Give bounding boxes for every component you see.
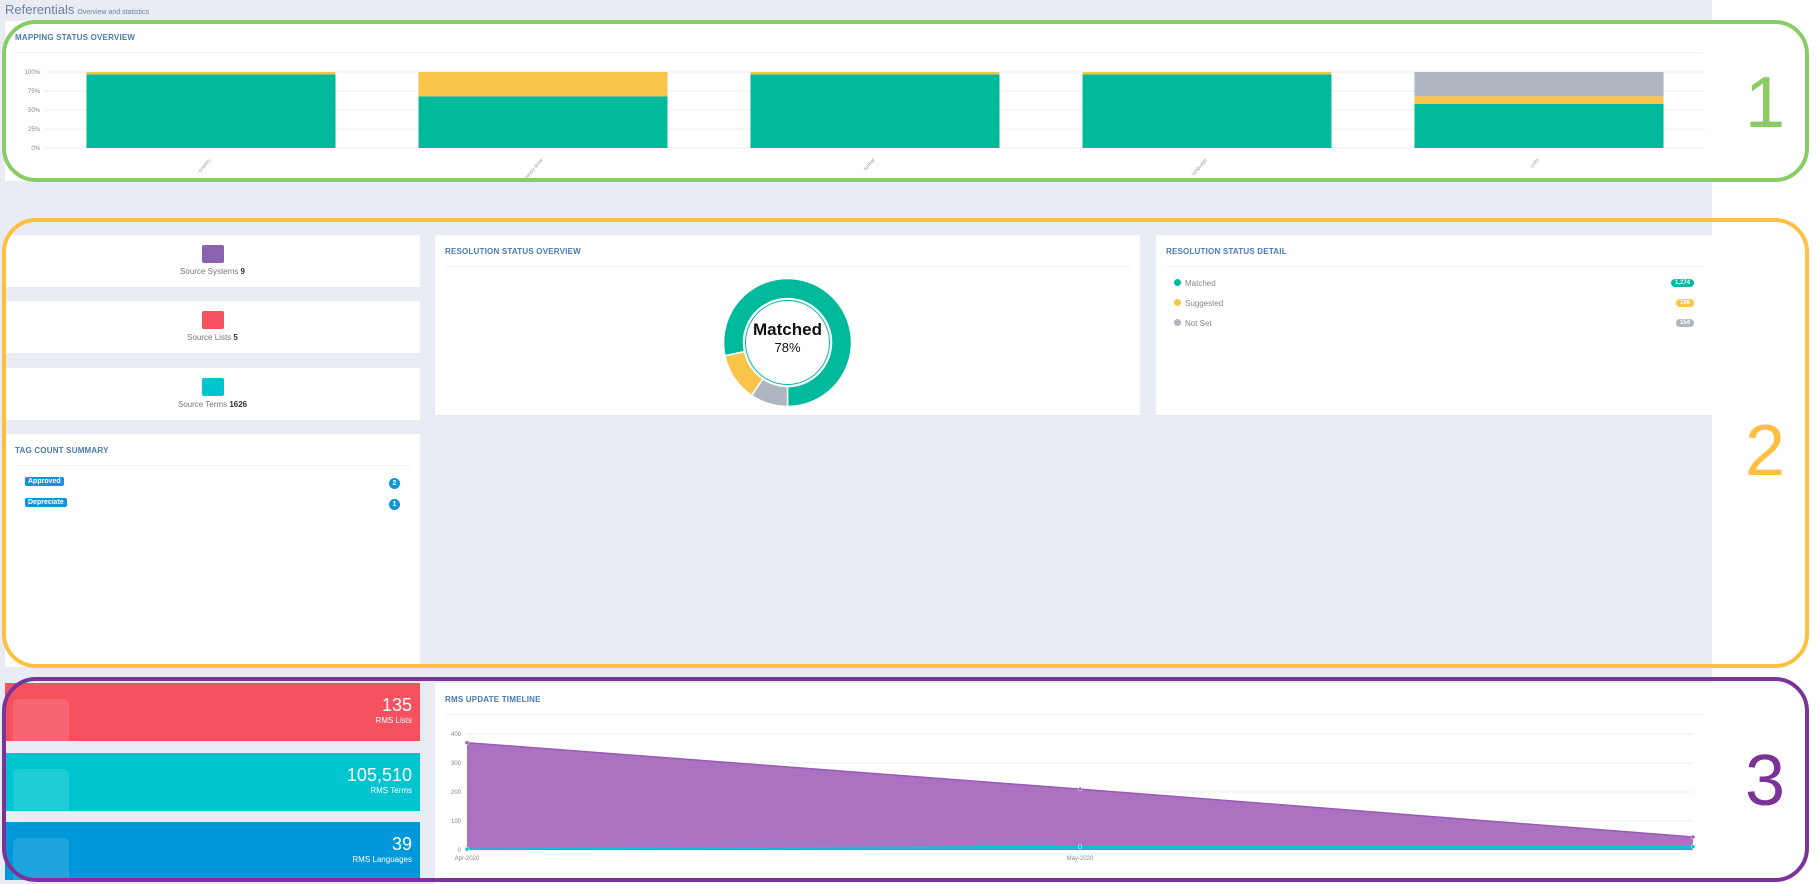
stat-card: Source Systems 9 <box>5 235 420 287</box>
card-title: RMS UPDATE TIMELINE <box>445 695 541 704</box>
annotation-number-2: 2 <box>1745 411 1786 491</box>
y-tick-label: 300 <box>451 761 462 767</box>
y-tick-label: 0 <box>458 848 462 854</box>
data-point <box>464 740 470 745</box>
data-point <box>1077 844 1083 849</box>
card-title: MAPPING STATUS OVERVIEW <box>15 33 136 42</box>
tile-value: 39 <box>391 834 412 854</box>
page-subtitle: Overview and statistics <box>77 9 149 16</box>
annotation-box-2 <box>2 218 1809 668</box>
detail-row: Not Set 154 <box>1174 319 1694 328</box>
lightbulb-icon <box>1174 299 1181 306</box>
stat-label: Source Systems <box>180 267 239 276</box>
rms-timeline-chart: 0 100 200 300 400 Apr-2020 May-2020 <box>451 732 1696 862</box>
x-tick-label: units <box>1529 157 1541 169</box>
title-text: Referentials <box>5 2 75 17</box>
bar-segment <box>750 72 1000 75</box>
tag-label[interactable]: Approved <box>25 477 64 486</box>
bar-segment <box>1082 74 1332 148</box>
bar-segment <box>1414 72 1664 97</box>
tag-count: 2 <box>389 478 400 489</box>
y-tick-label: 200 <box>451 790 462 796</box>
donut-inner-ring <box>745 300 830 385</box>
detail-count-badge: 1,274 <box>1670 279 1694 287</box>
tile-value: 135 <box>381 695 412 715</box>
bar-segment <box>750 74 1000 148</box>
bar-segment <box>418 72 668 97</box>
detail-label: Not Set <box>1185 319 1212 328</box>
card-title: TAG COUNT SUMMARY <box>15 446 109 455</box>
tile-label: RMS Languages <box>352 855 412 864</box>
stat-card: Source Terms 1626 <box>5 368 420 420</box>
tag-count-card: TAG COUNT SUMMARY Approved 2 Depreciate … <box>5 434 420 667</box>
resolution-overview-card: RESOLUTION STATUS OVERVIEW Matched 78% <box>435 235 1140 415</box>
y-tick-label: 25% <box>28 127 41 133</box>
annotation-number-1: 1 <box>1745 63 1786 143</box>
annotation-box-3 <box>2 677 1809 882</box>
bar-segment <box>86 72 336 75</box>
industry-icon <box>201 378 224 396</box>
tile-label: RMS Lists <box>375 716 412 725</box>
annotation-number-3: 3 <box>1745 741 1786 821</box>
bar-segment <box>1414 96 1664 104</box>
card-title: RESOLUTION STATUS DETAIL <box>1166 247 1287 256</box>
bar-segment <box>1082 72 1332 75</box>
detail-label: Suggested <box>1185 299 1224 308</box>
y-tick-label: 50% <box>28 108 41 114</box>
mapping-status-card: MAPPING STATUS OVERVIEW 0% 25% 50% 75% 100% c… <box>5 21 1712 181</box>
stat-value: 9 <box>240 267 245 276</box>
stat-card: Source Lists 5 <box>5 301 420 353</box>
mapping-bar-chart: 0%25%50%75%100%country currency draw forma… <box>25 70 1705 181</box>
y-tick-label: 400 <box>451 732 462 738</box>
card-title: RESOLUTION STATUS OVERVIEW <box>445 247 581 256</box>
data-point <box>464 846 470 852</box>
tag-row: Depreciate 1 <box>25 498 400 510</box>
donut-center-label: Matched <box>753 320 822 339</box>
check-circle-icon <box>1174 279 1181 286</box>
bar-segment <box>418 96 668 148</box>
annotation-box-1 <box>2 20 1809 182</box>
stat-value: 1626 <box>229 400 248 409</box>
donut-slice <box>722 277 853 408</box>
resolution-donut-chart <box>722 277 853 408</box>
tag-label[interactable]: Depreciate <box>25 498 67 507</box>
rms-tile: 105,510 RMS Terms <box>5 753 420 811</box>
rms-tile: 135 RMS Lists <box>5 683 420 741</box>
y-tick-label: 100% <box>25 70 41 76</box>
data-point <box>1077 786 1083 792</box>
tile-value: 105,510 <box>346 765 412 785</box>
stat-label: Source Lists <box>187 333 232 342</box>
x-tick-label: Apr-2020 <box>455 856 480 862</box>
bar-segment <box>86 74 336 148</box>
resolution-detail-card: RESOLUTION STATUS DETAIL Matched 1,274 S… <box>1156 235 1712 415</box>
y-tick-label: 75% <box>28 89 41 95</box>
rms-tile: 39 RMS Languages <box>5 822 420 880</box>
rms-timeline-card: RMS UPDATE TIMELINE 0 100 200 300 400 Apr-202… <box>435 683 1712 884</box>
tag-row: Approved 2 <box>25 477 400 489</box>
laptop-icon <box>201 245 224 263</box>
layers-icon <box>13 769 69 811</box>
x-tick-label: May-2020 <box>1067 856 1094 862</box>
y-tick-label: 100 <box>451 819 462 825</box>
tile-label: RMS Terms <box>370 786 412 795</box>
detail-label: Matched <box>1185 279 1216 288</box>
data-point <box>1690 834 1696 840</box>
donut-center-value: 78% <box>774 340 801 355</box>
list-icon <box>201 311 224 329</box>
gear-icon <box>1174 319 1181 326</box>
detail-row: Matched 1,274 <box>1174 279 1694 288</box>
tag-count: 1 <box>389 499 400 510</box>
stat-label: Source Terms <box>177 400 228 409</box>
data-point <box>1690 844 1696 849</box>
detail-count-badge: 154 <box>1675 319 1694 327</box>
detail-count-badge: 198 <box>1675 299 1694 307</box>
donut-slice <box>750 377 789 408</box>
stat-value: 5 <box>233 333 238 342</box>
page-title: Referentials Overview and statistics <box>5 2 149 17</box>
area-fill <box>467 742 1693 850</box>
detail-row: Suggested 198 <box>1174 299 1694 308</box>
bar-segment <box>1414 103 1664 148</box>
